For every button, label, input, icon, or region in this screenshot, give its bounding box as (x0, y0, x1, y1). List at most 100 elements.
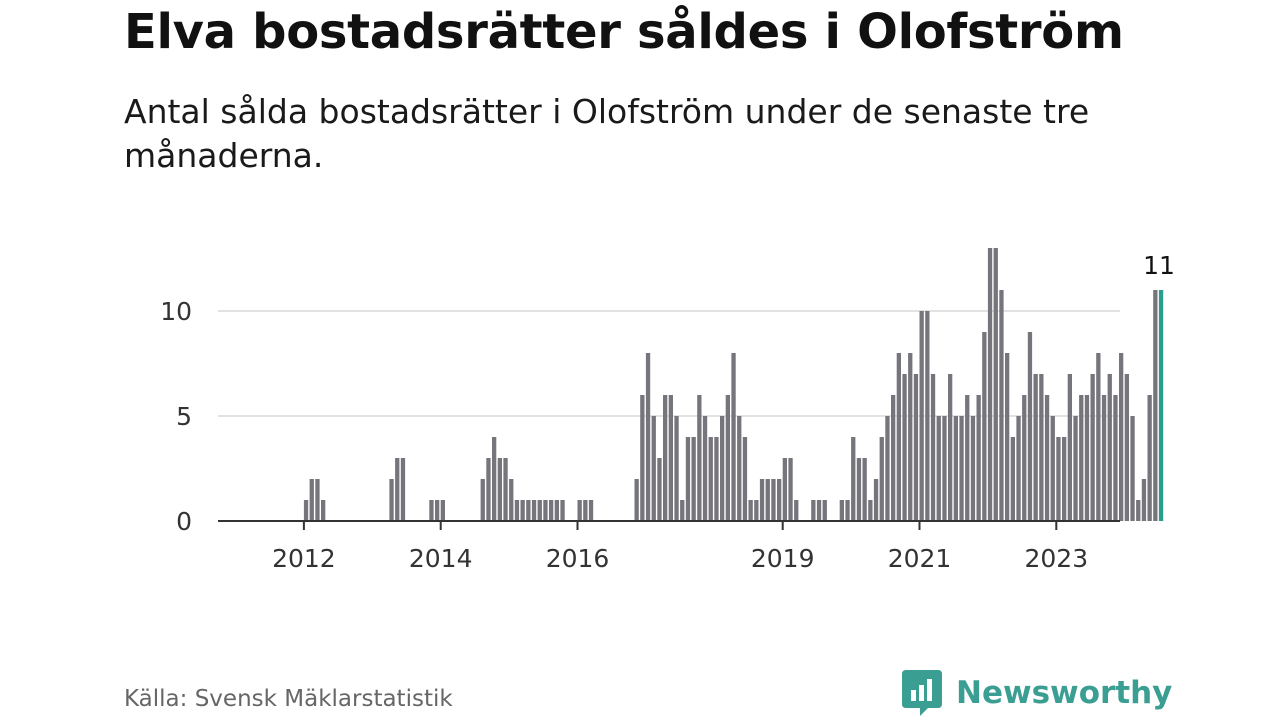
bar (851, 437, 856, 521)
bar (1016, 416, 1021, 521)
bar (674, 416, 679, 521)
bar (560, 500, 565, 521)
bar (531, 500, 537, 521)
bar (315, 479, 320, 521)
bar (554, 500, 559, 521)
bar (526, 500, 531, 521)
bar (309, 479, 314, 521)
x-tick-label: 2012 (272, 544, 336, 573)
bar (480, 479, 485, 521)
bar (1090, 374, 1095, 521)
bar (987, 248, 993, 521)
bar (486, 458, 491, 521)
bar (965, 395, 970, 521)
page-subtitle: Antal sålda bostadsrätter i Olofström un… (124, 92, 1090, 175)
bar (1062, 437, 1067, 521)
bar (879, 437, 884, 521)
bar (1084, 395, 1090, 521)
bar (1005, 353, 1010, 521)
bar (549, 500, 554, 521)
bar (645, 353, 651, 521)
bar (999, 290, 1004, 521)
bar (708, 437, 713, 521)
bar (862, 458, 867, 521)
bar (720, 416, 725, 521)
bar (668, 395, 673, 521)
bar (868, 500, 873, 521)
bar (520, 500, 525, 521)
bar (845, 500, 850, 521)
bar (765, 479, 770, 521)
bar (777, 479, 782, 521)
bar (953, 416, 958, 521)
bar (748, 500, 753, 521)
bar (1101, 395, 1107, 521)
bar (697, 395, 702, 521)
bar (794, 500, 799, 521)
bar (742, 437, 748, 521)
bar (1079, 395, 1084, 521)
bar (503, 458, 508, 521)
bar (737, 416, 742, 521)
bar (640, 395, 645, 521)
bar (759, 479, 765, 521)
bar (1096, 353, 1101, 521)
bar (1107, 374, 1112, 521)
bar (873, 479, 879, 521)
bar (1044, 395, 1050, 521)
bar (691, 437, 696, 521)
bar (435, 500, 440, 521)
bar (577, 500, 582, 521)
bar (754, 500, 759, 521)
newsworthy-logo-icon (902, 670, 942, 716)
bar (651, 416, 656, 521)
bar (731, 353, 736, 521)
bar (395, 458, 400, 521)
bar (1027, 332, 1033, 521)
bar (400, 458, 406, 521)
bar (771, 479, 776, 521)
bar (913, 374, 919, 521)
bar-highlight (1158, 290, 1164, 521)
bar (1010, 437, 1015, 521)
bar (1130, 416, 1135, 521)
y-tick-label: 0 (176, 507, 192, 536)
bar (509, 479, 514, 521)
bar (497, 458, 502, 521)
x-tick-label: 2021 (888, 544, 952, 573)
bar (1141, 479, 1147, 521)
bar (429, 500, 434, 521)
bar (885, 416, 890, 521)
bar (1056, 437, 1061, 521)
brand: Newsworthy (902, 670, 1172, 716)
x-tick-label: 2023 (1024, 544, 1088, 573)
y-tick-label: 10 (160, 297, 192, 326)
bar (1147, 395, 1152, 521)
bar (1050, 416, 1055, 521)
bar (970, 416, 976, 521)
bar (816, 500, 822, 521)
bar (1067, 374, 1072, 521)
bar (1039, 374, 1044, 521)
bar (725, 395, 730, 521)
x-tick-label: 2014 (409, 544, 473, 573)
bar (657, 458, 662, 521)
x-axis (218, 520, 1120, 530)
bar (839, 500, 844, 521)
bar (982, 332, 987, 521)
bar (908, 353, 913, 521)
bar (959, 416, 964, 521)
bar (1136, 500, 1141, 521)
bar (788, 458, 793, 521)
bar (902, 374, 907, 521)
bar (1113, 395, 1118, 521)
bar (702, 416, 708, 521)
bar (1119, 353, 1124, 521)
bar (930, 374, 936, 521)
bar (685, 437, 691, 521)
bar (1022, 395, 1027, 521)
source-note: Källa: Svensk Mäklarstatistik (124, 686, 453, 712)
x-tick-label: 2016 (546, 544, 610, 573)
brand-name: Newsworthy (956, 675, 1173, 711)
